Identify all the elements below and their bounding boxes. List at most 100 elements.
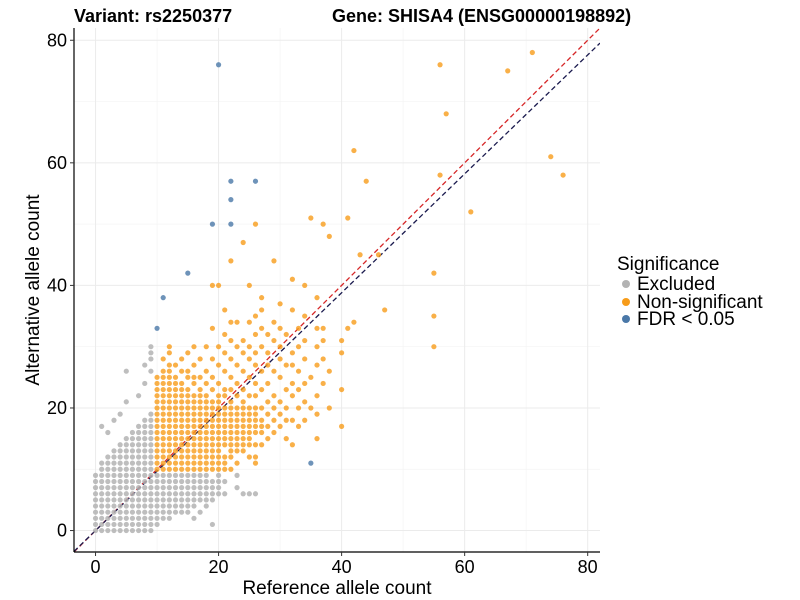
non-significant-point — [191, 466, 197, 472]
excluded-point — [117, 503, 123, 509]
non-significant-point — [271, 368, 277, 374]
excluded-point — [166, 497, 172, 503]
non-significant-point — [252, 442, 259, 448]
non-significant-point — [259, 307, 265, 313]
excluded-point — [197, 478, 203, 485]
excluded-point — [105, 521, 111, 528]
fdr-point — [154, 325, 160, 331]
excluded-point — [142, 515, 148, 521]
reference-line-identity — [74, 28, 600, 552]
non-significant-point — [191, 448, 197, 454]
non-significant-point — [215, 405, 222, 411]
excluded-point — [209, 497, 216, 503]
non-significant-point — [185, 350, 191, 356]
excluded-point — [179, 491, 185, 497]
non-significant-point — [197, 466, 203, 472]
fdr-point — [228, 197, 234, 203]
excluded-point — [215, 485, 222, 491]
non-significant-point — [185, 442, 191, 448]
y-tick-label: 80 — [47, 30, 67, 50]
non-significant-point — [259, 442, 265, 448]
excluded-point — [179, 509, 185, 515]
excluded-point — [123, 497, 129, 503]
non-significant-point — [252, 429, 259, 436]
non-significant-point — [172, 386, 179, 393]
excluded-point — [148, 491, 154, 497]
data-points — [92, 49, 566, 534]
non-significant-point — [259, 295, 265, 301]
non-significant-point — [179, 417, 185, 423]
excluded-point — [148, 344, 154, 350]
non-significant-point — [191, 405, 197, 411]
excluded-point — [135, 509, 142, 515]
excluded-point — [99, 527, 105, 534]
non-significant-point — [179, 405, 185, 411]
non-significant-point — [215, 380, 222, 387]
non-significant-point — [289, 393, 295, 399]
excluded-point — [105, 472, 111, 478]
excluded-point — [191, 478, 197, 485]
non-significant-point — [295, 405, 302, 411]
excluded-point — [129, 454, 136, 460]
excluded-point — [105, 466, 111, 472]
non-significant-point — [283, 417, 289, 423]
reference-lines — [74, 28, 600, 552]
non-significant-point — [548, 154, 554, 160]
legend-label-excluded: Excluded — [637, 274, 715, 295]
non-significant-point — [215, 448, 222, 454]
non-significant-point — [234, 344, 240, 350]
non-significant-point — [209, 448, 216, 454]
non-significant-point — [185, 393, 191, 399]
non-significant-point — [240, 423, 246, 429]
non-significant-point — [203, 380, 209, 387]
excluded-point — [92, 527, 99, 534]
non-significant-point — [271, 393, 277, 399]
non-significant-point — [302, 417, 308, 423]
excluded-point — [135, 448, 142, 454]
excluded-point — [203, 503, 209, 509]
non-significant-point — [234, 423, 240, 429]
excluded-point — [135, 454, 142, 460]
non-significant-point — [228, 258, 234, 264]
non-significant-point — [185, 411, 191, 417]
excluded-point — [142, 448, 148, 454]
excluded-point — [142, 436, 148, 442]
excluded-point — [129, 515, 136, 521]
non-significant-point — [209, 417, 216, 423]
non-significant-point — [209, 399, 216, 405]
non-significant-point — [246, 405, 252, 411]
non-significant-point — [252, 405, 259, 411]
excluded-point — [154, 515, 160, 521]
non-significant-point — [246, 344, 252, 350]
excluded-point — [209, 478, 216, 485]
non-significant-point — [283, 362, 289, 368]
non-significant-point — [172, 448, 179, 454]
excluded-point — [148, 478, 154, 485]
non-significant-point — [246, 429, 252, 436]
non-significant-point — [240, 337, 246, 344]
non-significant-point — [431, 344, 437, 350]
non-significant-point — [308, 405, 314, 411]
non-significant-point — [191, 362, 197, 368]
excluded-point — [142, 380, 148, 387]
excluded-point — [172, 503, 179, 509]
excluded-point — [154, 478, 160, 485]
excluded-point — [135, 497, 142, 503]
non-significant-point — [154, 466, 160, 472]
non-significant-point — [179, 368, 185, 374]
non-significant-point — [228, 411, 234, 417]
non-significant-point — [228, 319, 234, 325]
gene-title: Gene: SHISA4 (ENSG00000198892) — [332, 6, 631, 26]
non-significant-point — [209, 442, 216, 448]
excluded-point — [111, 527, 117, 534]
non-significant-point — [154, 386, 160, 393]
non-significant-point — [160, 356, 166, 362]
excluded-point — [172, 497, 179, 503]
non-significant-point — [197, 460, 203, 466]
non-significant-point — [339, 423, 345, 429]
non-significant-point — [277, 399, 283, 405]
excluded-point — [123, 491, 129, 497]
non-significant-point — [228, 442, 234, 448]
excluded-point — [166, 478, 172, 485]
